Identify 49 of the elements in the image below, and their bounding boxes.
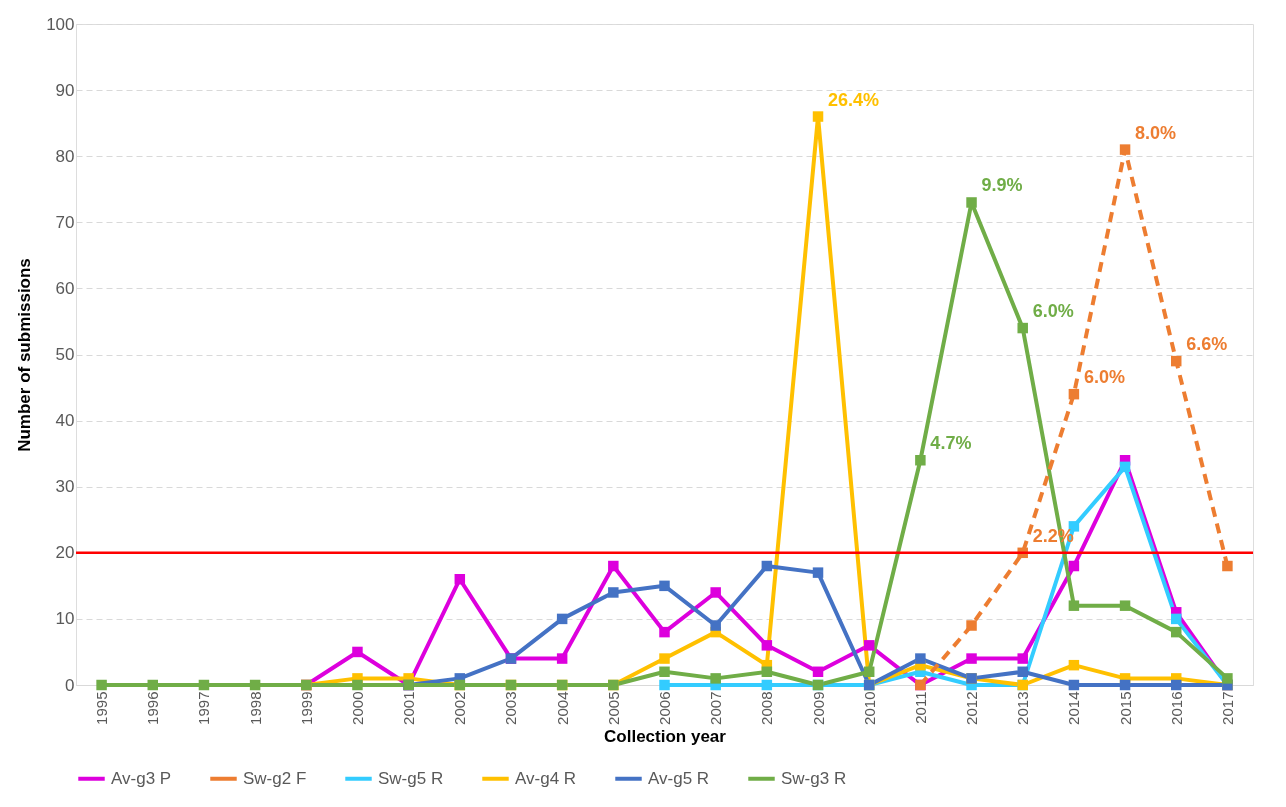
x-axis-title: Collection year	[604, 726, 727, 746]
y-tick-label: 0	[65, 675, 75, 695]
annotation: 8.0%	[1135, 122, 1177, 143]
y-tick-label: 80	[55, 146, 75, 166]
x-tick-label: 2001	[400, 691, 418, 725]
x-tick-label: 2006	[656, 691, 673, 725]
y-tick-label: 30	[55, 477, 75, 497]
x-tick-label: 1997	[195, 691, 213, 725]
x-tick-label: 2013	[1014, 691, 1032, 725]
y-tick-label: 50	[55, 345, 75, 364]
legend-label: Av-g4 R	[515, 768, 577, 788]
y-tick-label: 90	[55, 80, 75, 100]
annotation: 26.4%	[828, 89, 880, 110]
y-tick-label: 20	[55, 543, 75, 563]
annotation: 9.9%	[981, 175, 1023, 196]
y-tick-label: 60	[55, 278, 75, 298]
x-tick-label: 2012	[963, 691, 981, 725]
annotation: 6.0%	[1032, 301, 1074, 322]
x-tick-label: 2016	[1167, 691, 1185, 725]
x-tick-label: 2008	[758, 691, 776, 725]
x-tick-label: 1998	[246, 691, 264, 725]
annotation: 6.6%	[1186, 334, 1228, 355]
y-tick-label: 10	[55, 609, 75, 629]
x-tick-label: 2011	[911, 691, 929, 724]
annotation: 4.7%	[930, 433, 972, 454]
y-tick-label: 70	[55, 212, 75, 232]
x-tick-label: 2003	[502, 691, 520, 725]
x-tick-label: 2010	[860, 691, 878, 725]
x-tick-label: 2007	[707, 691, 725, 725]
legend-label: Sw-g5 R	[378, 768, 444, 788]
x-tick-label: 2015	[1116, 691, 1134, 725]
y-tick-label: 40	[55, 411, 75, 431]
x-tick-label: 1996	[144, 691, 162, 725]
x-tick-label: 2004	[553, 691, 571, 725]
legend-label: Sw-g3 R	[781, 768, 847, 788]
x-tick-label: 1999	[297, 691, 315, 725]
x-tick-label: 2009	[809, 691, 827, 725]
x-tick-label: 2014	[1065, 691, 1083, 725]
x-tick-label: 2017	[1218, 691, 1236, 725]
legend-label: Sw-g2 F	[243, 768, 307, 788]
annotation: 6.0%	[1083, 367, 1125, 388]
x-tick-label: 2002	[451, 691, 469, 725]
x-tick-label: 2000	[348, 691, 366, 725]
legend-label: Av-g3 P	[111, 768, 172, 788]
x-tick-label: 2005	[604, 691, 622, 725]
y-axis-title: Number of submissions	[15, 258, 35, 452]
legend-label: Av-g5 R	[648, 768, 710, 788]
y-tick-label: 100	[46, 14, 75, 34]
x-tick-label: 1995	[93, 691, 111, 725]
